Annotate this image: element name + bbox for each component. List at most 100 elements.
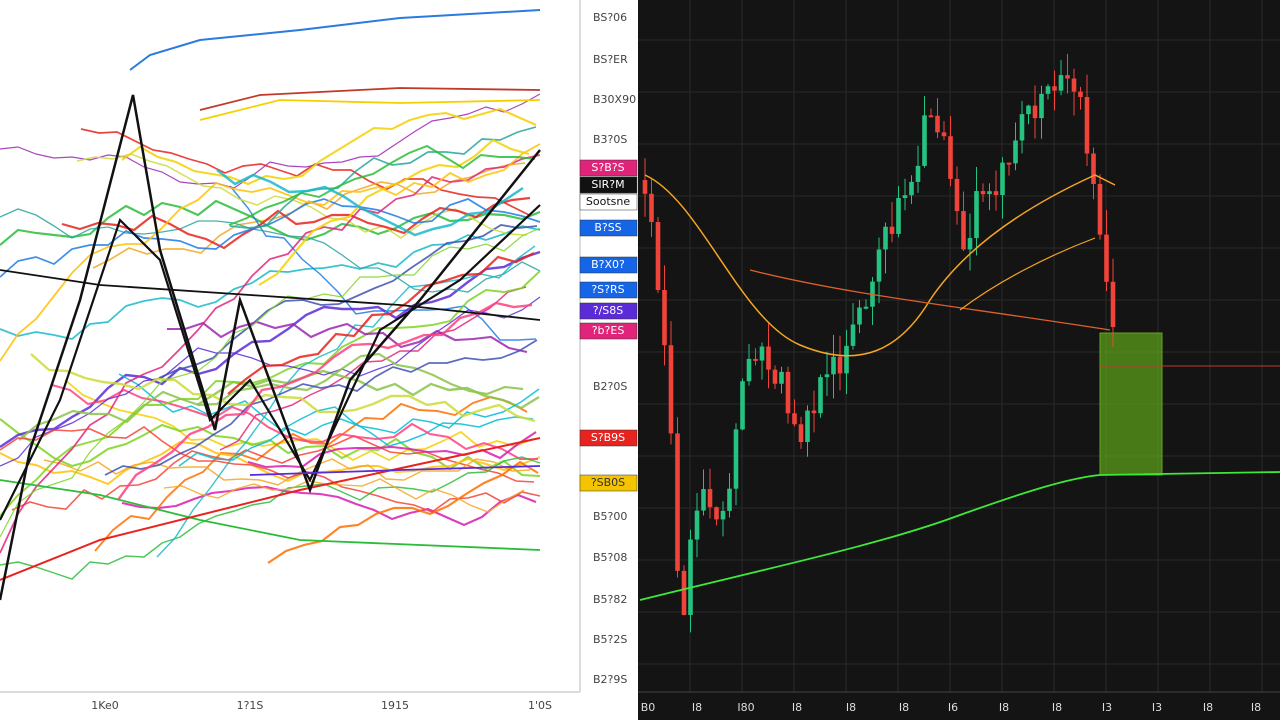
candle-body bbox=[733, 429, 739, 489]
candle-body bbox=[740, 381, 745, 430]
candle-body bbox=[772, 369, 778, 384]
line-series bbox=[94, 396, 528, 552]
candle-body bbox=[863, 306, 869, 309]
line-series bbox=[0, 437, 541, 581]
line-series bbox=[0, 269, 541, 321]
price-badge bbox=[579, 322, 638, 340]
price-badge bbox=[579, 193, 638, 211]
candle-body bbox=[850, 324, 856, 346]
price-badge-label: B?SS bbox=[594, 221, 621, 234]
x-tick-label: I8 bbox=[692, 701, 702, 714]
candle-body bbox=[1013, 140, 1018, 164]
candle-body bbox=[922, 115, 927, 166]
candle-body bbox=[1084, 97, 1090, 154]
candle-body bbox=[883, 226, 888, 250]
candle-body bbox=[798, 424, 804, 443]
candle-body bbox=[902, 195, 908, 199]
candle-body bbox=[915, 165, 921, 182]
line-series bbox=[0, 208, 541, 293]
line-series bbox=[0, 199, 541, 246]
price-badge bbox=[579, 429, 638, 447]
price-badge-label: S?B?S bbox=[591, 161, 624, 174]
x-tick-label: I8 bbox=[1052, 701, 1062, 714]
price-badge bbox=[579, 281, 638, 299]
x-tick-label: 1915 bbox=[381, 699, 409, 712]
line-series bbox=[219, 286, 527, 451]
line-series bbox=[0, 250, 541, 448]
candle-body bbox=[837, 356, 843, 374]
candle-body bbox=[1026, 105, 1031, 115]
candle-body bbox=[961, 211, 966, 250]
line-series bbox=[0, 94, 541, 601]
candle-body bbox=[1032, 105, 1038, 119]
candle-body bbox=[649, 193, 654, 223]
candle-body bbox=[1078, 91, 1083, 98]
candle-body bbox=[935, 115, 940, 133]
candle-body bbox=[954, 178, 960, 212]
price-badge-label: S?B9S bbox=[591, 431, 625, 444]
line-series bbox=[0, 93, 541, 189]
moving-average bbox=[959, 237, 1096, 311]
x-tick-label: I8 bbox=[792, 701, 802, 714]
x-tick-label: I3 bbox=[1152, 701, 1162, 714]
price-badge bbox=[579, 256, 638, 274]
line-series bbox=[104, 339, 538, 476]
line-series bbox=[121, 107, 537, 186]
candle-body bbox=[681, 570, 687, 616]
price-badge-label: ?/S8S bbox=[593, 304, 624, 317]
candle-body bbox=[642, 180, 648, 194]
candle-body bbox=[987, 191, 992, 195]
line-series bbox=[30, 353, 536, 423]
line-series bbox=[129, 9, 541, 71]
candle-body bbox=[720, 510, 726, 520]
line-series bbox=[43, 458, 531, 486]
candle-body bbox=[655, 222, 661, 290]
candle-body bbox=[1045, 86, 1051, 94]
line-series bbox=[247, 431, 537, 469]
line-series bbox=[0, 227, 541, 538]
candle-body bbox=[792, 413, 797, 425]
line-series bbox=[0, 456, 541, 580]
price-badge-label: ?SB0S bbox=[591, 476, 625, 489]
price-badge bbox=[579, 176, 638, 194]
candle-body bbox=[941, 132, 947, 137]
candle-body bbox=[1000, 162, 1005, 196]
candle-body bbox=[785, 371, 791, 414]
labels: BS?06 BS?ER B30X90 B3?0S B2?0S B5?00 B5?08 B5?8… bbox=[91, 11, 1261, 714]
candle-body bbox=[727, 488, 732, 511]
left-plot bbox=[0, 9, 541, 601]
candle-body bbox=[805, 410, 810, 443]
line-series bbox=[178, 388, 540, 467]
y-tick-label: BS?ER bbox=[593, 53, 628, 66]
candle-body bbox=[974, 191, 979, 239]
line-series bbox=[121, 485, 537, 527]
moving-average bbox=[639, 471, 1280, 601]
candle-body bbox=[811, 410, 817, 414]
line-series bbox=[156, 245, 536, 558]
candle-body bbox=[824, 374, 830, 378]
line-series bbox=[267, 460, 539, 564]
price-badge bbox=[579, 159, 638, 177]
candle-body bbox=[779, 371, 784, 384]
line-series bbox=[199, 99, 541, 121]
x-tick-label: B0 bbox=[641, 701, 656, 714]
line-series bbox=[0, 204, 541, 521]
candle-body bbox=[701, 489, 706, 511]
y-tick-label: BS?06 bbox=[593, 11, 627, 24]
line-series bbox=[167, 320, 528, 354]
line-series bbox=[258, 138, 530, 286]
y-tick-label: B2?0S bbox=[593, 380, 627, 393]
line-series bbox=[216, 169, 524, 237]
x-tick-label: I6 bbox=[948, 701, 958, 714]
line-series bbox=[0, 479, 541, 551]
line-series bbox=[117, 301, 533, 501]
line-series bbox=[0, 143, 541, 362]
line-series bbox=[0, 225, 541, 340]
moving-average bbox=[749, 269, 1111, 331]
line-series bbox=[118, 373, 534, 447]
price-badge bbox=[579, 219, 638, 237]
candle-body bbox=[844, 345, 849, 374]
moving-average bbox=[644, 174, 1116, 357]
right-bg bbox=[638, 0, 1280, 720]
